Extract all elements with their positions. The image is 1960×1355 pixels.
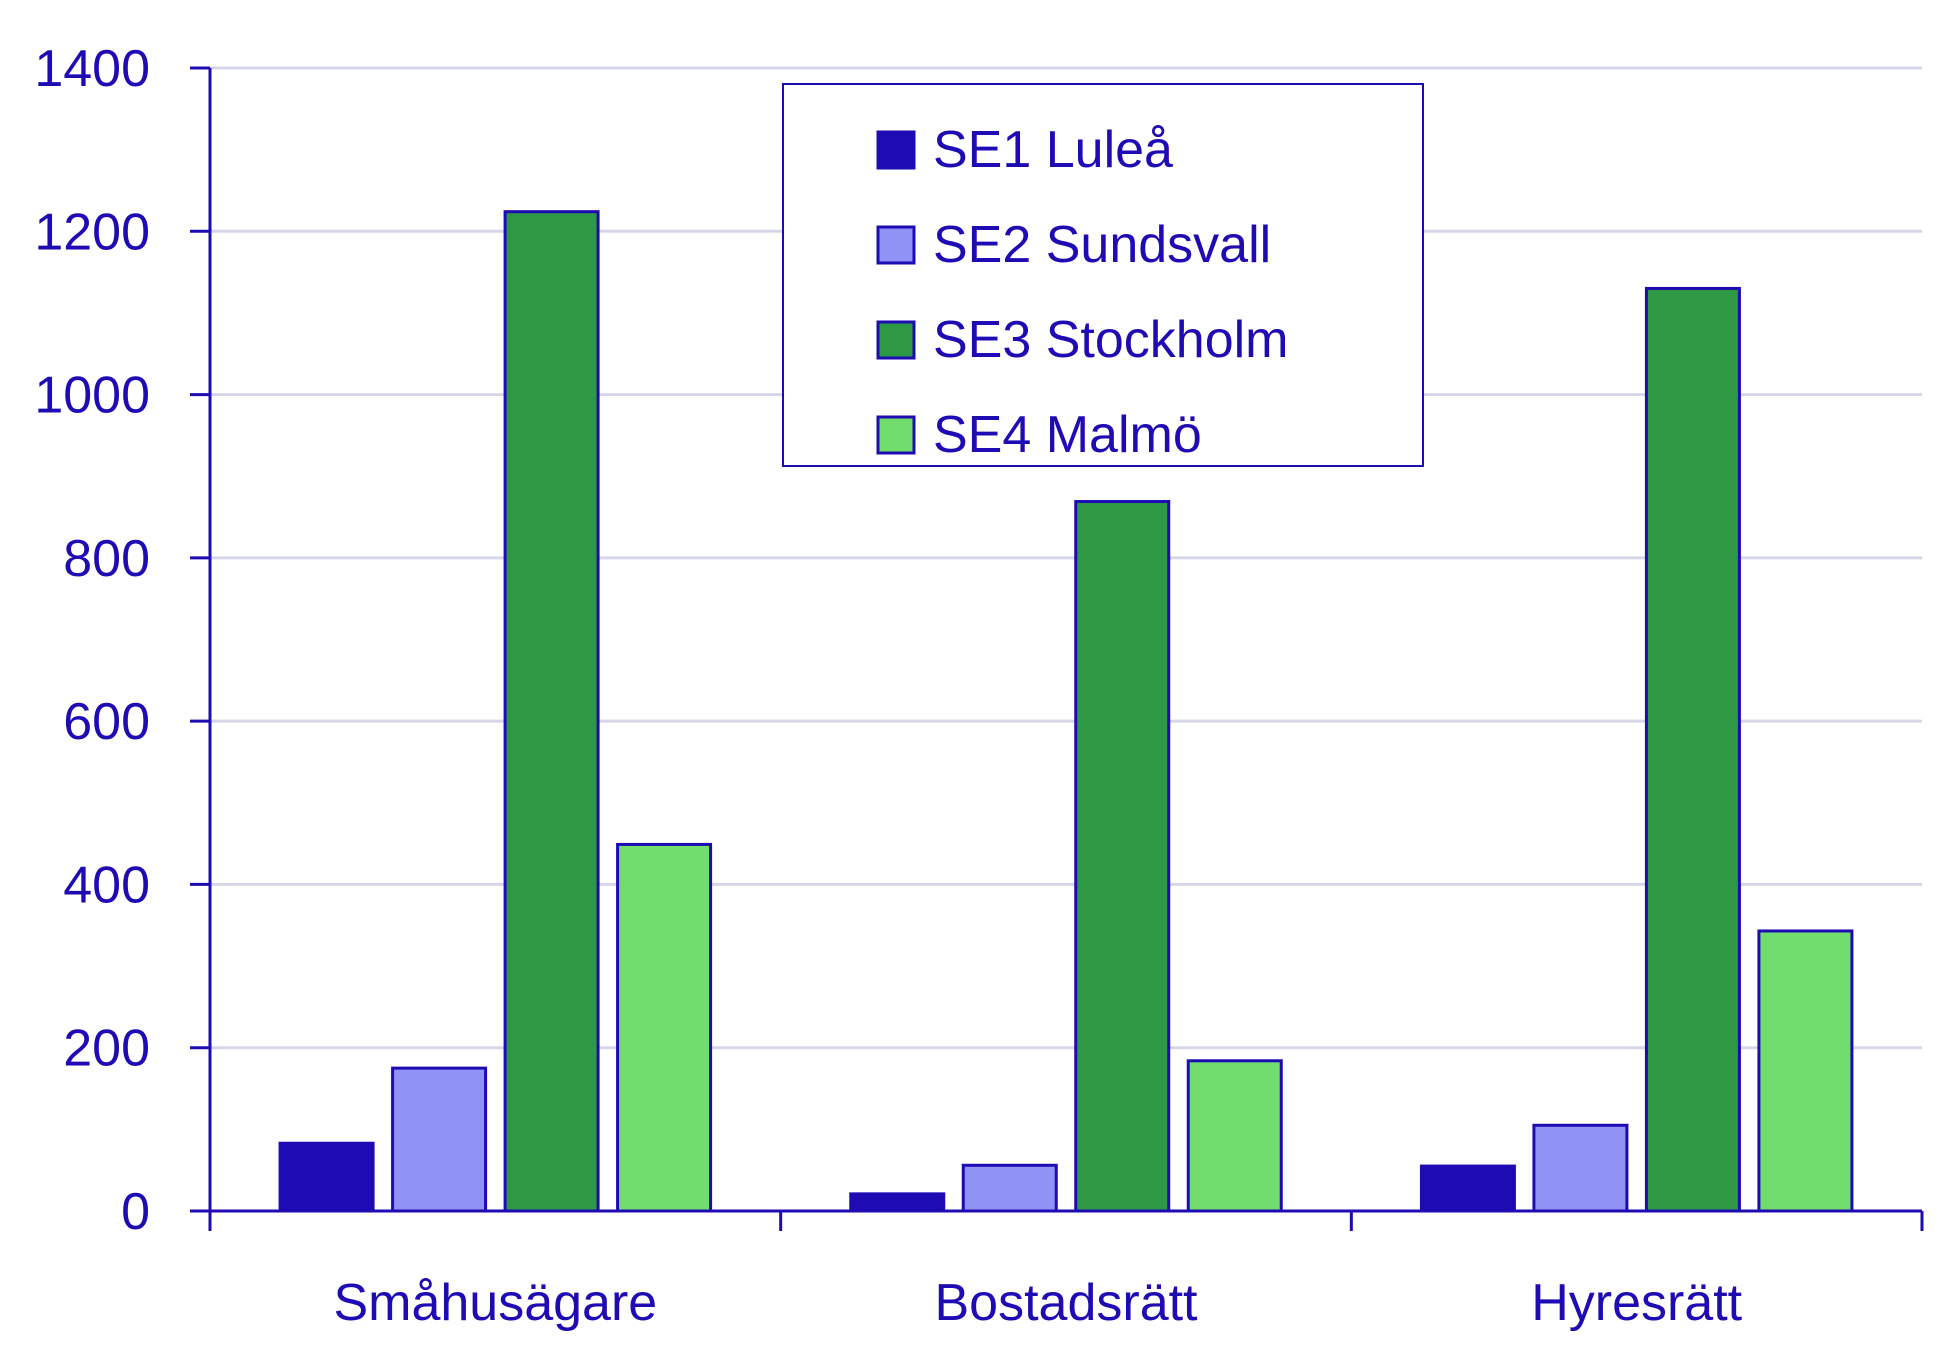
bar (849, 1192, 946, 1213)
legend-label: SE2 Sundsvall (933, 216, 1271, 274)
legend-swatch (876, 225, 916, 265)
y-axis-tick-labels: 0 200 400 600 800 1000 1200 1400 (34, 40, 150, 1241)
legend-label: SE3 Stockholm (933, 311, 1289, 369)
legend-swatch (876, 320, 916, 360)
y-tick-label: 1000 (34, 367, 150, 425)
y-tick-label: 400 (63, 856, 150, 914)
legend-label: SE4 Malmö (933, 406, 1202, 464)
bar (1074, 500, 1171, 1213)
y-tick-label: 800 (63, 530, 150, 588)
y-tick-label: 1200 (34, 203, 150, 261)
bar (616, 842, 713, 1213)
x-category-label: Småhusägare (333, 1274, 657, 1332)
bar (503, 210, 600, 1213)
y-tick-label: 0 (121, 1183, 150, 1241)
x-category-label: Hyresrätt (1531, 1274, 1742, 1332)
bars (278, 210, 1854, 1213)
bar (278, 1141, 375, 1213)
bar (1419, 1164, 1516, 1213)
bar (1186, 1059, 1283, 1213)
legend: SE1 Luleå SE2 Sundsvall SE3 Stockholm SE4 M… (782, 83, 1424, 467)
x-axis-category-labels: Småhusägare Bostadsrätt Hyresrätt (333, 1274, 1742, 1332)
legend-swatch (876, 415, 916, 455)
legend-swatch (876, 130, 916, 170)
y-tick-label: 600 (63, 693, 150, 751)
bar (391, 1066, 488, 1213)
legend-label: SE1 Luleå (933, 121, 1173, 179)
x-category-label: Bostadsrätt (934, 1274, 1198, 1332)
y-tick-label: 200 (63, 1020, 150, 1078)
y-tick-label: 1400 (34, 40, 150, 98)
axes (190, 66, 1924, 1231)
bar (961, 1163, 1058, 1213)
bar (1532, 1123, 1629, 1213)
bar (1757, 929, 1854, 1213)
bar (1644, 286, 1741, 1213)
